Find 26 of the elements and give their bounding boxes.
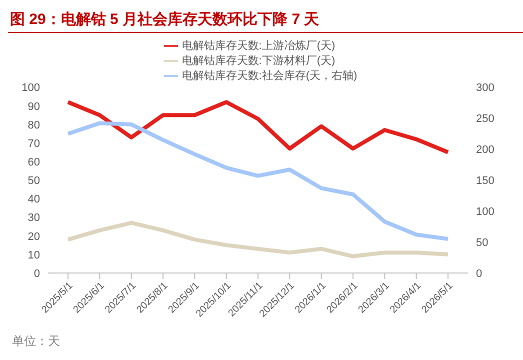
legend-label: 电解钴库存天数:上游冶炼厂(天)	[182, 40, 336, 52]
chart-title: 图 29：电解钴 5 月社会库存天数环比下降 7 天	[8, 8, 523, 33]
y-tick-label: 40	[28, 194, 40, 206]
line-series	[66, 100, 450, 154]
y-tick-label: 90	[28, 100, 40, 113]
y-tick-label: 10	[28, 249, 40, 262]
text: 单位：天	[11, 333, 61, 350]
legend-label: 电解钴库存天数:下游材料厂(天)	[182, 55, 336, 68]
line-series	[66, 220, 450, 258]
legend-label: 电解钴库存天数:社会库存(天，右轴)	[182, 70, 358, 82]
y-tick-label: 20	[28, 230, 40, 243]
y-tick-label: 50	[28, 175, 40, 188]
y2-tick-label: 0	[476, 268, 482, 280]
y2-tick-label: 100	[476, 206, 494, 218]
y2-tick-label: 300	[476, 82, 494, 94]
y2-tick-label: 150	[476, 175, 494, 188]
y-tick-label: 80	[28, 119, 40, 132]
y2-tick-label: 250	[476, 113, 494, 126]
y2-tick-label: 200	[476, 144, 494, 156]
y-tick-label: 100	[22, 82, 40, 94]
y-tick-label: 30	[28, 212, 40, 224]
y-tick-label: 0	[34, 268, 40, 280]
y-tick-label: 60	[28, 156, 40, 168]
y2-tick-label: 50	[476, 236, 488, 249]
y-tick-label: 70	[28, 138, 40, 150]
line-series	[66, 121, 450, 241]
